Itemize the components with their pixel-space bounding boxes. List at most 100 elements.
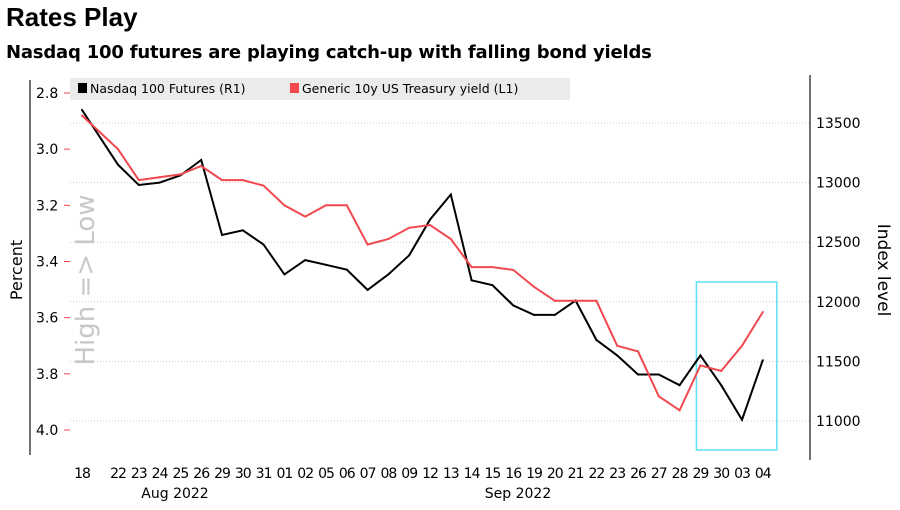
month-label-aug: Aug 2022 — [141, 486, 208, 502]
x-tick-label: 30 — [713, 466, 729, 482]
data-point — [200, 158, 203, 161]
data-point — [179, 173, 182, 176]
data-point — [533, 285, 535, 288]
x-tick-label: 26 — [193, 466, 210, 482]
x-tick-label: 04 — [755, 466, 772, 482]
data-point — [325, 204, 327, 207]
x-tick-label: 19 — [526, 466, 542, 482]
legend-label-treasury: Generic 10y US Treasury yield (L1) — [302, 81, 518, 96]
x-tick-label: 26 — [630, 466, 647, 482]
data-point — [491, 266, 494, 269]
left-axis-note: High => Low — [71, 194, 101, 365]
data-point — [283, 204, 286, 207]
legend-background — [70, 78, 570, 100]
data-point — [345, 204, 348, 207]
data-point — [158, 181, 161, 184]
data-point — [366, 243, 369, 246]
data-point — [595, 338, 598, 341]
data-point — [657, 395, 660, 398]
x-tick-label: 29 — [692, 466, 708, 482]
x-tick-label: 03 — [734, 466, 750, 482]
data-point — [283, 273, 286, 276]
data-point — [449, 193, 452, 196]
data-point — [616, 344, 619, 347]
data-point — [81, 108, 83, 111]
data-point — [470, 279, 473, 282]
x-tick-label: 30 — [235, 466, 251, 482]
left-tick-label: 3.0 — [36, 142, 58, 158]
data-point — [117, 148, 119, 151]
x-tick-label: 25 — [172, 466, 188, 482]
right-tick-label: 11500 — [816, 354, 861, 370]
data-point — [678, 384, 681, 387]
x-tick-label: 08 — [380, 466, 396, 482]
x-tick-label: 28 — [672, 466, 688, 482]
data-point — [366, 288, 369, 291]
data-point — [657, 373, 660, 376]
data-point — [304, 215, 307, 218]
data-point — [699, 354, 702, 357]
data-point — [429, 223, 431, 226]
data-point — [595, 299, 598, 302]
left-tick-label: 3.4 — [36, 255, 58, 271]
right-tick-label: 11000 — [816, 414, 861, 430]
data-point — [761, 311, 764, 314]
data-point — [616, 354, 619, 357]
x-tick-label: 22 — [110, 466, 126, 482]
data-point — [761, 359, 764, 362]
series-line-treasury — [81, 114, 764, 412]
x-tick-label: 23 — [131, 466, 147, 482]
data-point — [137, 179, 140, 182]
data-point — [241, 229, 244, 232]
legend-swatch-nasdaq — [78, 83, 87, 93]
highlight-box — [695, 281, 778, 451]
data-point — [491, 284, 494, 287]
right-tick-label: 13000 — [816, 176, 861, 192]
left-tick-label: 3.8 — [36, 367, 58, 383]
data-point — [262, 243, 265, 246]
chart-title: Rates Play — [6, 2, 138, 32]
legend-swatch-treasury — [290, 83, 299, 93]
data-point — [574, 299, 577, 302]
data-point — [241, 179, 244, 182]
x-tick-label: 06 — [339, 466, 356, 482]
x-tick-label: 31 — [256, 466, 272, 482]
x-tick-label: 09 — [401, 466, 417, 482]
data-point — [720, 384, 723, 387]
x-tick-label: 24 — [152, 466, 169, 482]
right-tick-label: 13500 — [816, 116, 861, 132]
x-tick-label: 05 — [318, 466, 334, 482]
data-point — [741, 344, 743, 347]
data-point — [221, 234, 223, 237]
data-point — [262, 184, 265, 187]
right-tick-label: 12500 — [816, 235, 861, 251]
right-tick-label: 12000 — [816, 295, 861, 311]
month-label-sep: Sep 2022 — [485, 486, 551, 502]
data-point — [429, 218, 431, 221]
x-tick-label: 20 — [547, 466, 563, 482]
data-point — [678, 409, 681, 412]
data-point — [553, 299, 556, 302]
x-tick-label: 07 — [360, 466, 376, 482]
legend-label-nasdaq: Nasdaq 100 Futures (R1) — [90, 81, 246, 96]
data-point — [137, 183, 140, 186]
x-tick-label: 15 — [484, 466, 500, 482]
data-point — [304, 259, 307, 262]
left-tick-label: 4.0 — [36, 423, 58, 439]
x-tick-label: 21 — [568, 466, 584, 482]
x-tick-label: 13 — [443, 466, 459, 482]
data-point — [553, 313, 556, 316]
data-point — [158, 176, 161, 179]
x-tick-label: 22 — [588, 466, 604, 482]
left-tick-label: 3.2 — [36, 198, 58, 214]
data-point — [470, 266, 473, 269]
data-point — [741, 418, 743, 421]
right-axis-label: Index level — [873, 224, 893, 317]
x-tick-label: 23 — [609, 466, 625, 482]
x-tick-label: 29 — [214, 466, 230, 482]
left-axis-label: Percent — [7, 240, 26, 300]
left-tick-label: 3.6 — [36, 311, 58, 327]
left-tick-label: 2.8 — [36, 86, 58, 102]
